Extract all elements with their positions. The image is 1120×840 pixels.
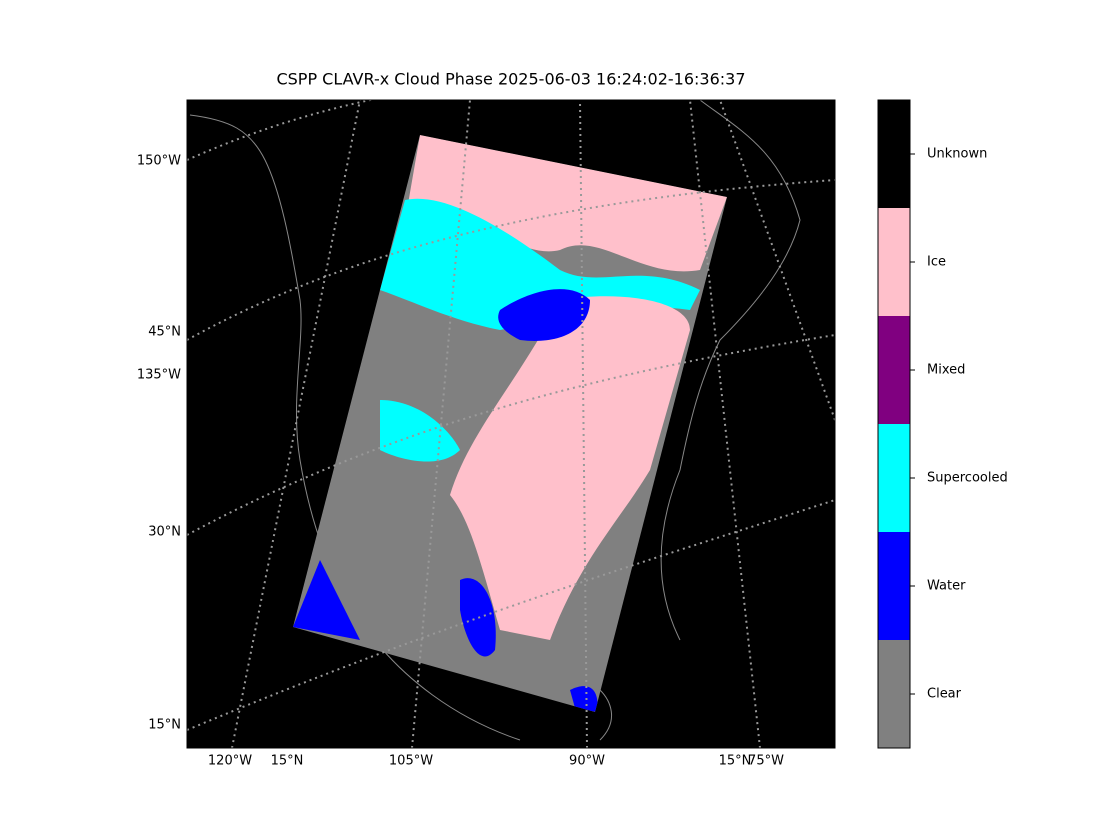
- colorbar-segment: [878, 532, 910, 640]
- colorbar-segment: [878, 208, 910, 316]
- colorbar-segment: [878, 100, 910, 208]
- colorbar-label: Mixed: [927, 363, 965, 378]
- lat-lon-label: 15°N: [271, 754, 304, 769]
- cloud-ice: [400, 135, 727, 272]
- colorbar-label: Ice: [927, 255, 946, 270]
- colorbar-segment: [878, 424, 910, 532]
- lat-lon-label: 75°W: [748, 754, 784, 769]
- cloud-water: [570, 686, 598, 712]
- cloud-supercooled: [380, 400, 460, 462]
- lat-lon-label: 120°W: [208, 754, 252, 769]
- lat-lon-label: 15°N: [719, 754, 752, 769]
- lat-lon-label: 135°W: [137, 368, 181, 383]
- cloud-water: [498, 289, 590, 341]
- lat-lon-label: 15°N: [148, 718, 181, 733]
- title: CSPP CLAVR-x Cloud Phase 2025-06-03 16:2…: [276, 70, 745, 89]
- lat-lon-label: 105°W: [389, 754, 433, 769]
- lat-lon-label: 90°W: [569, 754, 605, 769]
- colorbar-segment: [878, 640, 910, 748]
- lat-lon-label: 30°N: [148, 525, 181, 540]
- lat-lon-label: 45°N: [148, 325, 181, 340]
- cloud-water: [293, 560, 360, 640]
- cloud-ice: [450, 296, 690, 640]
- colorbar-segment: [878, 316, 910, 424]
- colorbar-label: Clear: [927, 687, 962, 702]
- cloud-water: [460, 578, 496, 657]
- colorbar: Unknown Ice Mixed Supercooled Water Clear: [878, 100, 1008, 748]
- colorbar-frame: [877, 99, 911, 749]
- graticule-lon: [231, 100, 835, 748]
- map-frame: [186, 99, 836, 749]
- coastline: [189, 100, 801, 741]
- colorbar-label: Water: [927, 579, 966, 594]
- lat-lon-label: 150°W: [137, 154, 181, 169]
- colorbar-label: Unknown: [927, 147, 987, 162]
- colorbar-label: Supercooled: [927, 471, 1008, 486]
